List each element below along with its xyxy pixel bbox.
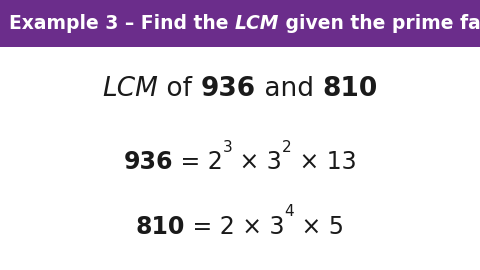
- Bar: [0, 0, 480, 47]
- Text: × 3: × 3: [232, 150, 282, 174]
- Text: LCM: LCM: [103, 76, 158, 102]
- Text: 3: 3: [223, 140, 232, 155]
- Text: 810: 810: [136, 215, 185, 239]
- Text: = 2 × 3: = 2 × 3: [185, 215, 285, 239]
- Text: given the prime factorisation: given the prime factorisation: [279, 14, 480, 33]
- Text: 810: 810: [322, 76, 377, 102]
- Text: LCM: LCM: [235, 14, 279, 33]
- Text: × 13: × 13: [292, 150, 357, 174]
- Text: Example 3 – Find the: Example 3 – Find the: [9, 14, 235, 33]
- Text: 2: 2: [282, 140, 292, 155]
- Text: 936: 936: [201, 76, 256, 102]
- Text: × 5: × 5: [294, 215, 344, 239]
- Text: = 2: = 2: [173, 150, 223, 174]
- Text: 4: 4: [285, 204, 294, 220]
- Text: and: and: [256, 76, 322, 102]
- Text: 936: 936: [123, 150, 173, 174]
- Text: of: of: [158, 76, 201, 102]
